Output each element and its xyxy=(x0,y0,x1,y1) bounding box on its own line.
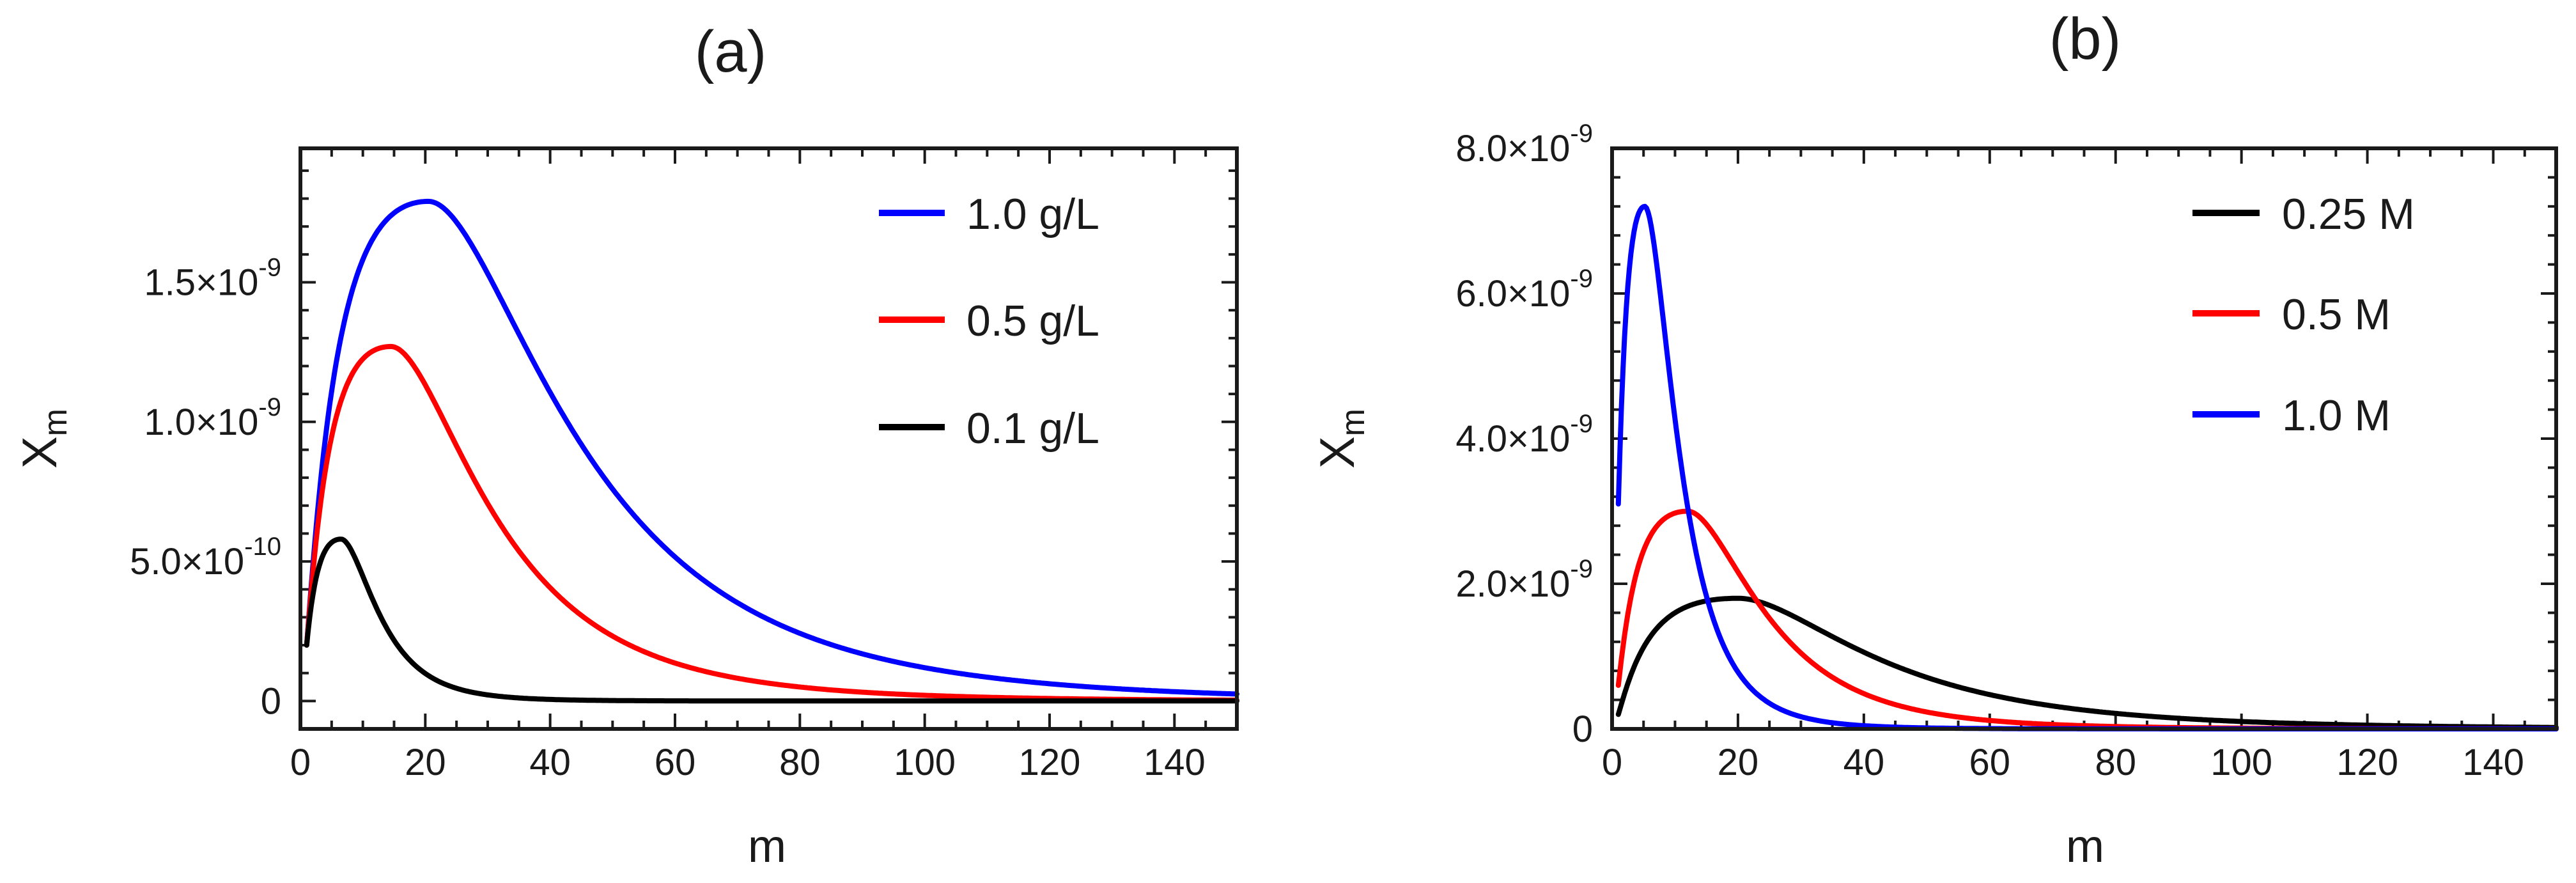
panel-a-y-tick-exponent: -10 xyxy=(244,533,281,561)
panel-a-curves xyxy=(304,198,1239,704)
panel-b-curves xyxy=(1615,203,2559,731)
panel-b-legend-label: 1.0 M xyxy=(2282,391,2391,440)
panel-b-x-tick-label: 140 xyxy=(2462,742,2524,783)
panel-b-x-tick-label: 80 xyxy=(2095,742,2136,783)
panel-a-x-tick-label: 60 xyxy=(655,742,696,783)
panel-b-frame xyxy=(1610,146,2558,731)
panel-a-y-tick-mantissa: 1.5 xyxy=(144,262,196,304)
panel-b-x-tick-label: 60 xyxy=(1969,742,2011,783)
panel-b-x-tick-label: 0 xyxy=(1602,742,1622,783)
panel-a-x-tick-label: 100 xyxy=(894,742,956,783)
panel-b-y-tick-mantissa: 2.0 xyxy=(1455,563,1507,605)
panel-a-y-axis-label-sub: m xyxy=(37,409,74,436)
panel-b-y-tick-mantissa: 8.0 xyxy=(1455,128,1507,169)
panel-a-series-line xyxy=(304,343,1239,703)
panel-a-y-tick-label: 1.0×10-9 xyxy=(144,393,281,443)
panel-a-x-tick-label: 40 xyxy=(529,742,571,783)
panel-b-y-tick-label: 0 xyxy=(1572,708,1593,750)
panel-b-y-tick-exponent: -9 xyxy=(1570,410,1593,438)
panel-a-y-tick-label: 1.5×10-9 xyxy=(144,254,281,304)
panel-a-legend-label: 0.5 g/L xyxy=(966,297,1099,345)
panel-a-x-axis-label: m xyxy=(748,821,786,872)
panel-a-x-tick-label: 80 xyxy=(779,742,821,783)
panel-b-y-tick-mantissa: 4.0 xyxy=(1455,418,1507,460)
panel-a-y-tick-mantissa: 1.0 xyxy=(144,402,196,443)
panel-a-legend-label: 1.0 g/L xyxy=(966,190,1099,238)
panel-a-frame xyxy=(299,146,1239,731)
panel-a-legend: 1.0 g/L 0.5 g/L 0.1 g/L xyxy=(879,190,1099,453)
panel-a-x-tick-label: 120 xyxy=(1019,742,1081,783)
panel-a-series-line xyxy=(304,536,1239,704)
panel-b-y-tick-label: 4.0×10-9 xyxy=(1455,410,1593,460)
panel-b-y-tick-exponent: -9 xyxy=(1570,555,1593,583)
panel-a-legend-label: 0.1 g/L xyxy=(966,404,1099,453)
panel-a-x-tick-label: 20 xyxy=(405,742,446,783)
panel-b-y-tick-exponent: -9 xyxy=(1570,265,1593,293)
panel-b-x-tick-labels: 0 20 40 60 80 100 120 140 xyxy=(1602,742,2524,783)
panel-a-y-tick-label: 5.0×10-10 xyxy=(130,533,281,582)
panel-b-x-axis-label: m xyxy=(2066,821,2104,872)
panel-a-x-tick-labels: 0 20 40 60 80 100 120 140 xyxy=(290,742,1206,783)
panel-b-series-line xyxy=(1615,203,2559,731)
panel-b-x-tick-label: 40 xyxy=(1843,742,1885,783)
panel-b-legend-label: 0.5 M xyxy=(2282,290,2391,339)
panel-a-y-tick-labels: 0 5.0×10-10 1.0×10-9 1.5×10-9 xyxy=(130,254,281,723)
panel-b-y-tick-exponent: -9 xyxy=(1570,120,1593,148)
panel-b-y-tick-label: 6.0×10-9 xyxy=(1455,265,1593,315)
panel-b-y-axis-label: Xm xyxy=(1310,409,1372,469)
panel-b: (b) 0 20 40 60 80 100 120 140 0 2.0×10-9 4.0×10-9… xyxy=(1310,6,2559,872)
panel-a-title: (a) xyxy=(695,19,766,84)
panel-a-y-tick-mantissa: 5.0 xyxy=(130,541,182,582)
panel-b-y-axis-label-main: X xyxy=(1310,436,1365,469)
panel-b-title: (b) xyxy=(2049,6,2121,72)
panel-a-y-axis-label-main: X xyxy=(13,436,67,469)
panel-a-x-tick-label: 0 xyxy=(290,742,311,783)
panel-a-y-tick-exponent: -9 xyxy=(258,254,281,282)
panel-a-y-tick-label: 0 xyxy=(261,680,281,722)
panel-b-x-tick-label: 20 xyxy=(1718,742,1759,783)
panel-a: (a) 0 20 40 60 80 100 120 140 0 5.0×10-10 1.0×10-… xyxy=(13,19,1239,872)
panel-b-x-tick-label: 100 xyxy=(2210,742,2272,783)
panel-a-y-tick-exponent: -9 xyxy=(258,393,281,421)
panel-a-y-axis-label: Xm xyxy=(13,409,74,469)
panel-b-y-tick-label: 8.0×10-9 xyxy=(1455,120,1593,169)
panel-b-legend-label: 0.25 M xyxy=(2282,190,2415,238)
panel-b-series-line xyxy=(1615,595,2559,730)
panel-a-series-line xyxy=(304,198,1239,697)
panel-b-y-axis-label-sub: m xyxy=(1335,409,1372,436)
panel-b-legend: 0.25 M 0.5 M 1.0 M xyxy=(2192,190,2415,440)
panel-a-x-tick-label: 140 xyxy=(1144,742,1206,783)
panel-b-y-tick-label: 2.0×10-9 xyxy=(1455,555,1593,605)
panel-b-x-tick-label: 120 xyxy=(2336,742,2398,783)
panel-b-y-tick-mantissa: 6.0 xyxy=(1455,273,1507,315)
panel-b-y-tick-labels: 0 2.0×10-9 4.0×10-9 6.0×10-9 8.0×10-9 xyxy=(1455,120,1593,750)
